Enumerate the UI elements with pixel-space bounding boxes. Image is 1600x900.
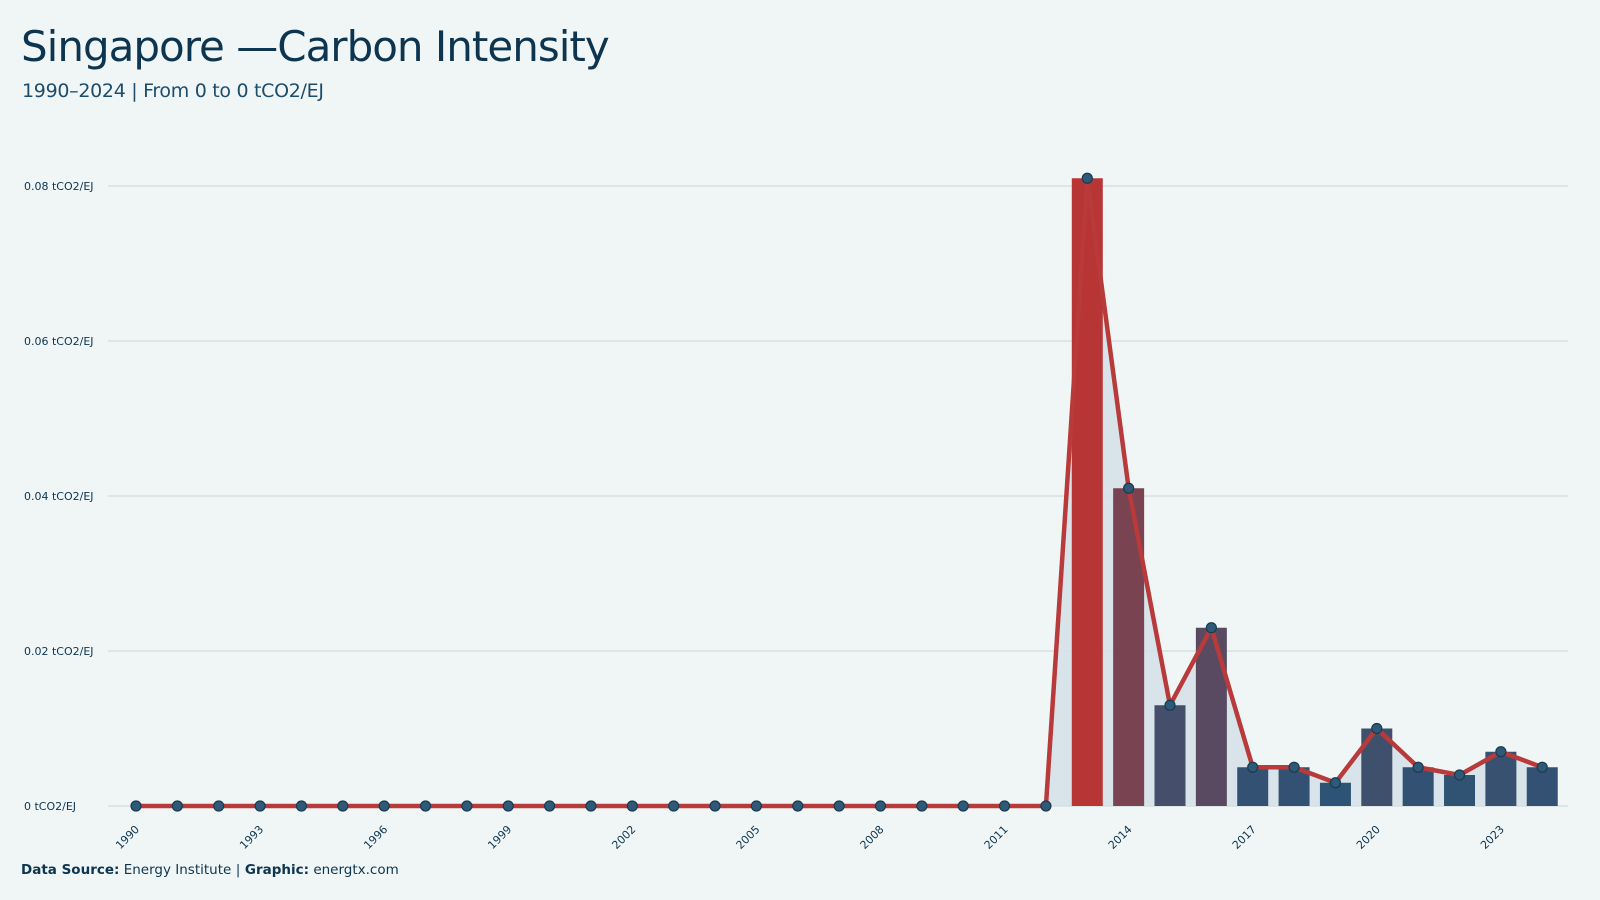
data-point	[171, 800, 183, 812]
x-tick-label: 2008	[858, 823, 887, 852]
data-point	[419, 800, 432, 812]
bar	[1319, 782, 1351, 806]
source-label: Data Source:	[21, 862, 120, 878]
data-point	[874, 800, 887, 812]
data-point	[1453, 769, 1466, 781]
data-point	[1329, 777, 1342, 789]
x-tick-label: 2014	[1106, 823, 1135, 852]
data-point	[1536, 761, 1548, 773]
data-markers	[130, 172, 1548, 812]
y-axis-ticks: 0 tCO2/EJ 0.02 tCO2/EJ 0.04 tCO2/EJ 0.06 tC…	[24, 180, 94, 813]
area-path	[136, 178, 1543, 806]
series-line	[133, 176, 1545, 809]
data-point	[1412, 761, 1424, 773]
data-point	[585, 800, 597, 812]
x-tick-label: 1996	[361, 823, 390, 852]
data-point	[1040, 800, 1052, 812]
data-point	[502, 800, 514, 812]
data-point	[668, 800, 680, 812]
bar	[1526, 767, 1558, 806]
bar	[1485, 751, 1517, 806]
grid-lines	[108, 185, 1568, 807]
data-point	[295, 800, 308, 812]
source-value: Energy Institute	[123, 862, 232, 878]
chart-subtitle: 1990–2024 | From 0 to 0 tCO2/EJ	[22, 80, 324, 102]
footer-separator: |	[235, 862, 241, 878]
bar	[1071, 178, 1103, 806]
x-tick-label: 1999	[485, 823, 514, 852]
y-tick-label: 0 tCO2/EJ	[24, 800, 76, 813]
bar	[1195, 627, 1227, 806]
data-point	[750, 800, 763, 812]
data-point	[1081, 172, 1093, 184]
y-tick-label: 0.04 tCO2/EJ	[24, 490, 94, 503]
y-tick-label: 0.08 tCO2/EJ	[24, 180, 94, 193]
data-point	[998, 800, 1011, 812]
data-point	[626, 800, 638, 812]
data-point	[1371, 722, 1383, 735]
data-point	[543, 800, 556, 812]
chart-title: Singapore —Carbon Intensity	[21, 22, 610, 71]
data-point	[1247, 761, 1259, 773]
bar	[1278, 767, 1310, 806]
x-tick-label: 2020	[1354, 823, 1383, 852]
bar	[1154, 705, 1186, 806]
trend-line	[133, 176, 1545, 809]
bars	[1071, 178, 1558, 806]
data-point	[378, 800, 390, 812]
x-tick-label: 2002	[609, 823, 638, 852]
x-tick-label: 1993	[237, 823, 266, 852]
graphic-label: Graphic:	[244, 862, 310, 878]
x-tick-label: 1990	[113, 823, 142, 852]
area-fill	[136, 178, 1543, 806]
data-point	[1288, 761, 1300, 773]
x-tick-label: 2017	[1230, 823, 1259, 852]
graphic-value: energtx.com	[313, 862, 399, 878]
data-point	[1123, 482, 1135, 494]
data-point	[213, 800, 225, 812]
data-point	[130, 800, 142, 812]
data-point	[957, 800, 969, 812]
y-tick-label: 0.06 tCO2/EJ	[24, 335, 94, 348]
x-tick-label: 2011	[982, 823, 1011, 852]
y-tick-label: 0.02 tCO2/EJ	[24, 645, 94, 658]
data-point	[461, 800, 473, 812]
data-point	[1495, 746, 1507, 758]
data-point	[709, 800, 721, 812]
bar	[1237, 767, 1269, 806]
x-tick-label: 2005	[734, 823, 763, 852]
data-point	[792, 800, 804, 812]
data-point	[1164, 699, 1176, 711]
data-point	[254, 800, 266, 812]
data-point	[833, 800, 845, 812]
bar	[1402, 767, 1434, 806]
footer: Data Source: Energy Institute | Graphic:…	[21, 862, 399, 878]
data-point	[337, 800, 349, 812]
x-axis-ticks: 1990 1993 1996 1999 2002 2005 2008 2011 2014 2017…	[113, 823, 1507, 852]
x-tick-label: 2023	[1478, 823, 1507, 852]
data-point	[916, 800, 928, 812]
data-point	[1205, 622, 1217, 634]
